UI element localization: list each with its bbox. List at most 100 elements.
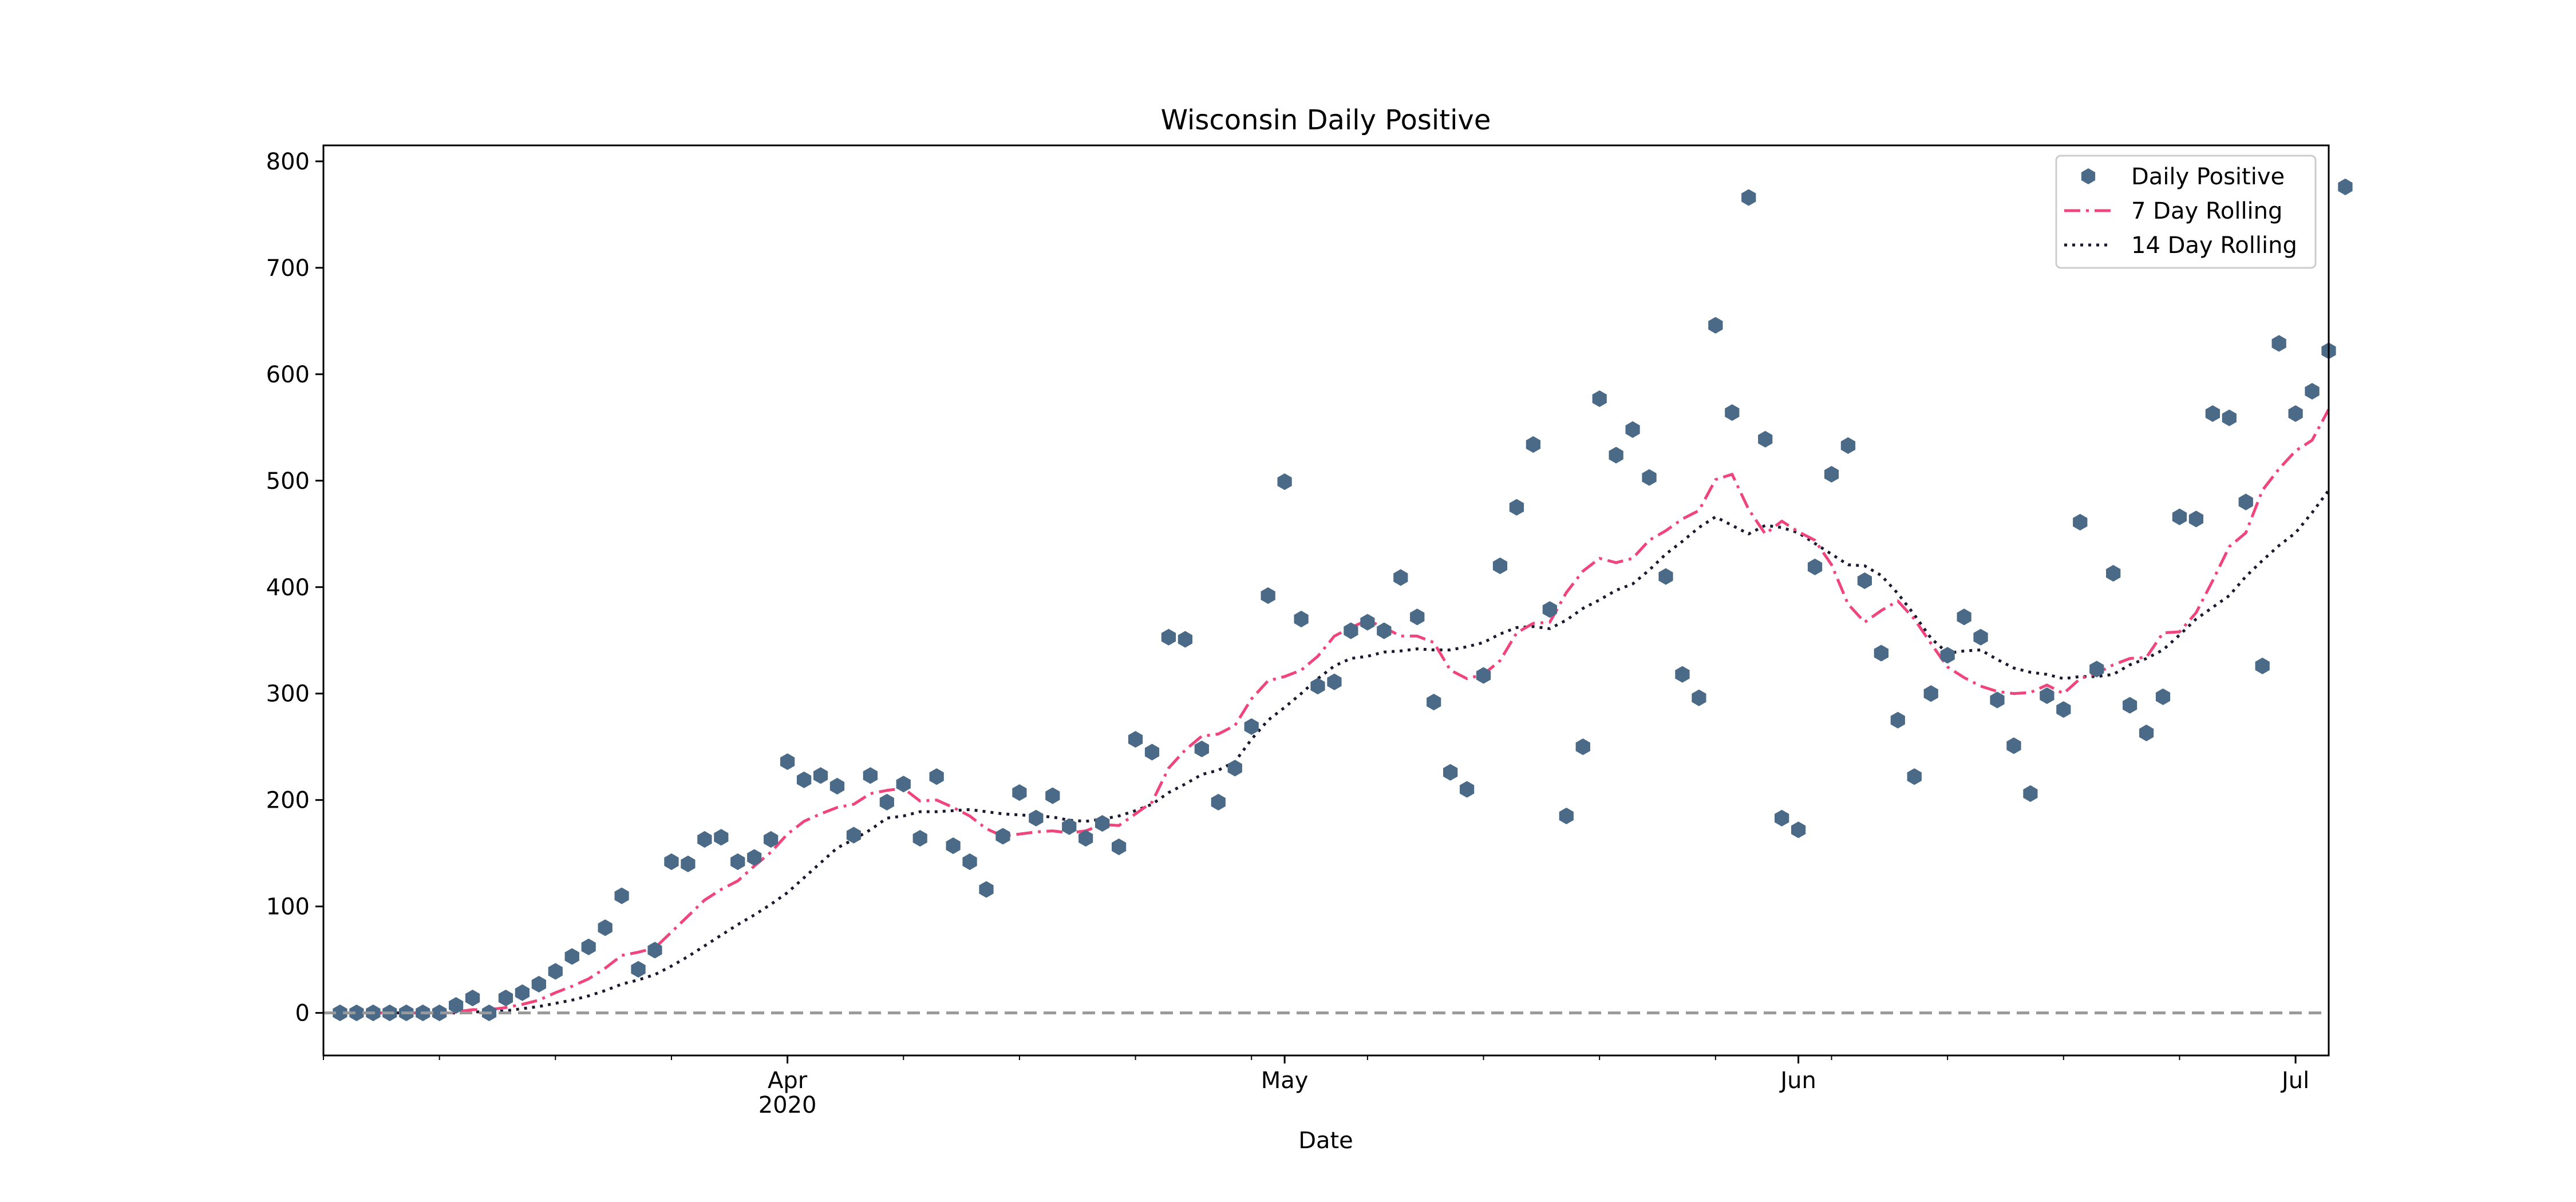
data-point-daily-positive xyxy=(1360,614,1375,631)
series-line-14-day-rolling xyxy=(340,489,2330,1015)
data-point-daily-positive xyxy=(1012,784,1027,801)
data-point-daily-positive xyxy=(1592,390,1607,408)
y-tick-label: 800 xyxy=(266,149,310,175)
data-point-daily-positive xyxy=(333,1005,347,1022)
x-tick-label: May xyxy=(1261,1067,1309,1094)
x-tick-sublabel: 2020 xyxy=(758,1092,817,1118)
data-point-daily-positive xyxy=(796,771,812,788)
data-point-daily-positive xyxy=(2188,511,2203,528)
data-point-daily-positive xyxy=(1658,568,1673,585)
data-point-daily-positive xyxy=(846,827,861,844)
data-point-daily-positive xyxy=(2305,383,2320,400)
data-point-daily-positive xyxy=(2106,565,2121,582)
data-point-daily-positive xyxy=(598,919,613,936)
data-point-daily-positive xyxy=(1211,793,1226,810)
x-tick-label: Apr xyxy=(768,1067,808,1094)
data-point-daily-positive xyxy=(1990,691,2005,709)
data-point-daily-positive xyxy=(564,948,579,965)
data-point-daily-positive xyxy=(1178,631,1192,648)
data-point-daily-positive xyxy=(2023,785,2038,802)
data-point-daily-positive xyxy=(548,963,563,980)
x-tick-label: Jun xyxy=(1779,1067,1816,1094)
data-point-daily-positive xyxy=(1078,830,1093,847)
data-point-daily-positive xyxy=(349,1005,364,1022)
data-point-daily-positive xyxy=(2073,513,2088,531)
data-point-daily-positive xyxy=(1194,740,1209,757)
data-point-daily-positive xyxy=(1692,689,1706,706)
data-point-daily-positive xyxy=(1609,446,1623,464)
data-point-daily-positive xyxy=(1327,673,1342,690)
data-point-daily-positive xyxy=(697,831,712,848)
data-point-daily-positive xyxy=(1161,628,1176,646)
legend-label-14-day-rolling: 14 Day Rolling xyxy=(2131,232,2297,259)
data-point-daily-positive xyxy=(1460,781,1475,798)
data-point-daily-positive xyxy=(1277,473,1292,491)
data-point-daily-positive xyxy=(1559,808,1574,825)
data-point-daily-positive xyxy=(1957,608,1971,626)
data-point-daily-positive xyxy=(432,1005,447,1022)
data-point-daily-positive xyxy=(1625,421,1640,438)
data-point-daily-positive xyxy=(1824,466,1839,483)
data-point-daily-positive xyxy=(1112,838,1127,856)
data-point-daily-positive xyxy=(664,853,679,871)
data-point-daily-positive xyxy=(465,990,480,1007)
data-point-daily-positive xyxy=(929,768,944,785)
data-point-daily-positive xyxy=(2155,688,2171,705)
data-point-daily-positive xyxy=(1427,694,1441,711)
legend-box xyxy=(2055,155,2317,269)
data-point-daily-positive xyxy=(1227,760,1242,777)
data-point-daily-positive xyxy=(1857,572,1872,590)
data-point-daily-positive xyxy=(764,831,779,848)
data-point-daily-positive xyxy=(1675,666,1690,683)
data-point-daily-positive xyxy=(2040,687,2055,704)
data-point-daily-positive xyxy=(1907,768,1922,785)
data-point-daily-positive xyxy=(2271,335,2286,352)
y-tick-label: 500 xyxy=(266,468,310,495)
data-point-daily-positive xyxy=(2288,405,2303,422)
data-point-daily-positive xyxy=(1261,587,1275,604)
data-point-daily-positive xyxy=(730,853,745,871)
data-point-daily-positive xyxy=(1890,711,1905,729)
y-tick-label: 0 xyxy=(295,1001,310,1027)
chart-title: Wisconsin Daily Positive xyxy=(1161,104,1491,136)
data-point-daily-positive xyxy=(1575,738,1590,756)
data-point-daily-positive xyxy=(2123,697,2138,714)
y-tick-label: 600 xyxy=(266,362,310,388)
data-point-daily-positive xyxy=(2089,661,2104,678)
legend-label-daily-positive: Daily Positive xyxy=(2131,164,2285,190)
data-point-daily-positive xyxy=(1973,628,1988,646)
x-axis-title: Date xyxy=(1298,1128,1353,1154)
y-tick-label: 100 xyxy=(266,894,310,920)
data-point-daily-positive xyxy=(2056,701,2071,718)
data-point-daily-positive xyxy=(1244,718,1259,735)
data-point-daily-positive xyxy=(879,793,894,810)
y-tick-label: 200 xyxy=(266,788,310,814)
data-point-daily-positive xyxy=(631,960,646,978)
data-point-daily-positive xyxy=(946,837,961,855)
data-point-daily-positive xyxy=(863,767,878,784)
data-point-daily-positive xyxy=(1840,437,1856,454)
data-point-daily-positive xyxy=(1741,189,1756,206)
data-point-daily-positive xyxy=(1526,436,1540,453)
data-point-daily-positive xyxy=(1940,647,1955,664)
data-point-daily-positive xyxy=(912,830,927,847)
data-point-daily-positive xyxy=(614,887,629,904)
data-point-daily-positive xyxy=(515,984,530,1001)
data-point-daily-positive xyxy=(1708,317,1723,334)
data-point-daily-positive xyxy=(1294,610,1309,628)
legend-label-7-day-rolling: 7 Day Rolling xyxy=(2131,198,2282,224)
data-point-daily-positive xyxy=(1344,622,1358,639)
data-point-daily-positive xyxy=(449,997,464,1014)
data-point-daily-positive xyxy=(1725,404,1740,421)
data-point-daily-positive xyxy=(498,990,513,1007)
legend: Daily Positive 7 Day Rolling 14 Day Roll… xyxy=(2055,155,2317,269)
data-point-daily-positive xyxy=(1062,818,1077,835)
data-point-daily-positive xyxy=(681,855,696,872)
data-point-daily-positive xyxy=(1476,667,1491,684)
data-point-daily-positive xyxy=(780,753,795,770)
data-point-daily-positive xyxy=(1642,469,1657,486)
data-point-daily-positive xyxy=(1410,608,1425,626)
data-point-daily-positive xyxy=(995,828,1010,845)
data-point-daily-positive xyxy=(1509,499,1524,516)
